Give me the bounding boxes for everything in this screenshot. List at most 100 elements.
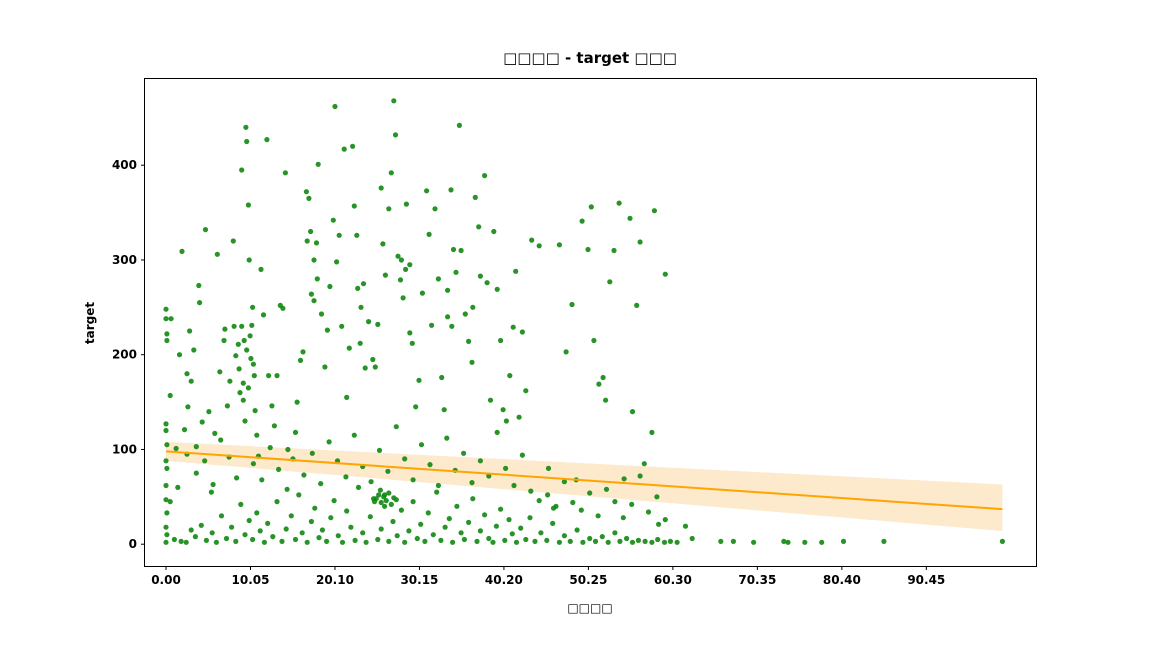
data-point (378, 499, 384, 506)
data-point (649, 539, 655, 545)
data-point (785, 539, 791, 545)
data-point (209, 530, 215, 536)
data-point (242, 418, 248, 424)
data-point (781, 538, 787, 545)
data-point (645, 509, 652, 515)
data-point (171, 536, 177, 543)
data-point (294, 399, 300, 405)
data-point (556, 539, 563, 545)
data-point (282, 170, 288, 176)
data-point (484, 280, 490, 286)
data-point (324, 538, 330, 545)
data-point (592, 538, 599, 545)
data-point (250, 304, 256, 310)
data-point (802, 539, 808, 545)
data-point (429, 322, 435, 328)
data-point (378, 185, 384, 191)
data-point (612, 499, 618, 505)
y-tick-label: 400 (112, 158, 137, 172)
data-point (385, 468, 391, 474)
data-point (637, 239, 643, 245)
data-point (250, 361, 256, 367)
data-point (264, 137, 270, 143)
data-point (438, 537, 444, 544)
data-point (346, 345, 352, 351)
data-point (532, 538, 538, 545)
data-point (223, 535, 230, 542)
data-point (563, 349, 569, 355)
data-point (163, 306, 169, 312)
x-tick-label: 0.00 (151, 573, 181, 587)
data-point (403, 266, 409, 272)
data-point (556, 242, 563, 248)
data-point (819, 539, 825, 545)
data-point (318, 481, 324, 487)
data-point (218, 437, 224, 443)
data-point (193, 444, 199, 450)
data-point (175, 484, 181, 490)
data-point (178, 538, 184, 545)
data-point (324, 327, 330, 333)
data-point (392, 132, 399, 138)
data-point (326, 439, 332, 445)
data-point (449, 323, 455, 329)
data-point (394, 533, 400, 539)
data-point (493, 523, 499, 529)
data-point (244, 138, 250, 145)
data-point (332, 103, 338, 110)
data-point (308, 518, 314, 525)
regression-line-layer (165, 450, 1003, 511)
data-point (308, 291, 314, 297)
data-point (306, 195, 312, 201)
data-point (491, 228, 497, 235)
data-point (402, 539, 408, 545)
data-point (224, 403, 230, 409)
data-point (251, 373, 257, 379)
data-point (450, 246, 457, 253)
data-point (587, 535, 593, 542)
data-point (193, 470, 199, 476)
data-point (330, 217, 336, 223)
data-point (184, 371, 190, 377)
data-point (235, 341, 241, 347)
data-point (250, 536, 256, 543)
data-point (444, 435, 450, 441)
data-point (413, 404, 419, 410)
data-point (442, 524, 448, 530)
data-point (246, 517, 252, 524)
data-point (616, 200, 622, 206)
data-point (259, 477, 265, 483)
data-point (840, 538, 847, 545)
x-axis-label: □□□□ (567, 601, 612, 615)
data-point (196, 282, 202, 289)
data-point (649, 429, 655, 435)
data-point (358, 304, 364, 310)
data-point (409, 340, 415, 346)
data-point (569, 301, 575, 308)
y-tick-label: 0 (129, 537, 137, 551)
data-point (292, 429, 299, 435)
data-point (439, 374, 445, 381)
data-point (402, 456, 408, 462)
data-point (230, 238, 236, 244)
confidence-band (166, 441, 1003, 531)
data-point (217, 369, 223, 375)
data-point (469, 359, 475, 365)
data-point (360, 281, 367, 287)
data-point (163, 427, 169, 434)
data-point (410, 477, 416, 483)
data-point (553, 503, 559, 509)
data-point (585, 246, 591, 253)
data-point (238, 501, 244, 507)
data-point (339, 539, 346, 545)
x-tick-label: 80.40 (823, 573, 861, 587)
data-point (634, 302, 640, 308)
data-point (510, 324, 516, 330)
data-point (661, 539, 668, 545)
data-point (476, 224, 482, 230)
data-point (456, 122, 462, 128)
data-point (261, 539, 267, 545)
data-point (339, 323, 345, 329)
data-point (260, 312, 267, 318)
x-tick-label: 20.10 (316, 573, 354, 587)
